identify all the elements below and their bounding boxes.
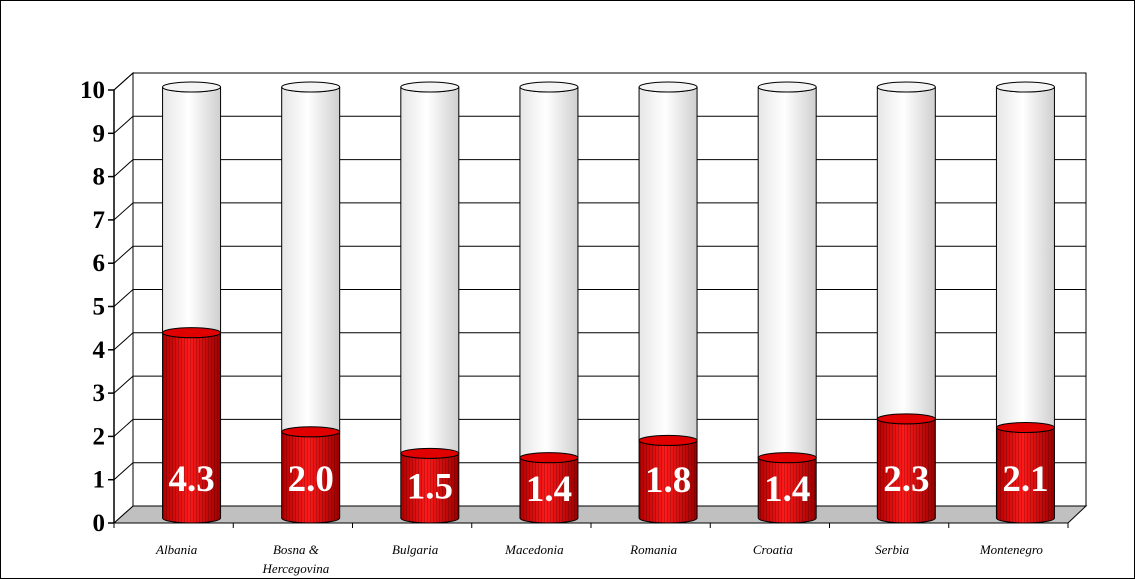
bar-remainder [162, 86, 222, 339]
bar-value-texture [400, 453, 459, 523]
x-tick-label: Montenegro [979, 542, 1044, 557]
bar-remainder [995, 86, 1055, 433]
bar: 2.0 [281, 81, 341, 524]
bar-value-cap [519, 452, 579, 464]
y-tick-label: 4 [93, 337, 106, 364]
y-tick-label: 2 [93, 423, 106, 450]
data-label: 1.4 [764, 469, 810, 510]
y-tick-label: 9 [93, 120, 106, 147]
data-label: 1.5 [407, 467, 453, 508]
x-tick-label: Bulgaria [392, 542, 439, 557]
floor-plane [112, 505, 1088, 524]
data-label: 2.3 [883, 459, 929, 500]
gridline-side [113, 332, 134, 351]
bar-value-texture [281, 431, 340, 523]
bar-value-texture [519, 457, 578, 523]
bar-value-texture [758, 457, 817, 523]
x-tick-label: Romania [629, 542, 677, 557]
y-tick-label: 0 [93, 510, 106, 537]
x-tick-label: Bosna & Hercegovina [262, 542, 330, 576]
y-axis: 0 1 2 3 4 5 6 7 8 9 10 [80, 77, 115, 537]
gridline-side [113, 375, 134, 394]
bar-value-cap [757, 452, 817, 464]
y-tick-label: 10 [80, 77, 105, 104]
bar-remainder [638, 86, 698, 446]
bar-value-cap [400, 447, 460, 459]
x-tick-label: Croatia [753, 542, 793, 557]
y-tick-label: 3 [93, 380, 106, 407]
bar: 2.3 [876, 81, 936, 524]
y-tick-label: 8 [93, 164, 106, 191]
bar-top-cap [995, 81, 1055, 93]
bar-value-cap [995, 421, 1055, 433]
y-tick-label: 7 [93, 207, 106, 234]
bar-remainder [281, 86, 341, 438]
gridline-side [113, 419, 134, 437]
gridline-side [113, 159, 134, 177]
bar-value-cap [281, 426, 341, 438]
bar-value-texture [877, 418, 936, 523]
grid-lines [113, 71, 1087, 525]
bar-value-cap [162, 327, 222, 339]
data-label: 1.4 [526, 469, 572, 510]
bar-value-cap [876, 413, 936, 425]
bar: 1.8 [638, 81, 698, 524]
bar-value-texture [996, 427, 1055, 523]
bar: 1.5 [400, 81, 460, 524]
gridline-side [113, 245, 134, 264]
bar-remainder [876, 86, 936, 425]
y-tick-label: 5 [93, 294, 106, 321]
bar-remainder [400, 86, 460, 459]
x-tick-label: Serbia [875, 542, 909, 557]
bar-remainder [519, 86, 579, 464]
y-tick-label: 1 [93, 467, 106, 494]
bar-top-cap [162, 81, 222, 93]
bar: 1.4 [757, 81, 817, 524]
bar: 1.4 [519, 81, 579, 524]
bar-value-texture [162, 332, 221, 523]
data-label: 2.0 [288, 459, 334, 500]
bar-remainder [757, 86, 817, 464]
bar-top-cap [757, 81, 817, 93]
bar-value-cap [638, 434, 698, 446]
bar: 2.1 [995, 81, 1055, 524]
gridline-side [113, 462, 134, 481]
x-tick-label: Macedonia [504, 542, 564, 557]
gridline-side [113, 202, 134, 221]
gridline-side [113, 72, 134, 91]
data-label: 1.8 [645, 460, 691, 501]
bar-value-texture [639, 440, 698, 523]
bar-top-cap [281, 81, 341, 93]
bar: 4.3 [162, 81, 222, 524]
gridline-side [113, 289, 134, 307]
y-tick-label: 6 [93, 250, 106, 277]
x-axis-labels: Albania Bosna & Hercegovina Bulgaria Macedon… [113, 523, 1069, 576]
bar-top-cap [638, 81, 698, 93]
gridline-side [113, 115, 134, 134]
chart-floor [112, 505, 1088, 524]
bars: 4.3 2.0 1.5 1.4 1.8 1.4 2.3 2.1 [162, 81, 1055, 524]
data-label: 2.1 [1002, 459, 1048, 500]
bar-top-cap [519, 81, 579, 93]
bar-top-cap [400, 81, 460, 93]
data-label: 4.3 [168, 459, 214, 500]
x-tick-label: Albania [155, 542, 198, 557]
bar-top-cap [876, 81, 936, 93]
